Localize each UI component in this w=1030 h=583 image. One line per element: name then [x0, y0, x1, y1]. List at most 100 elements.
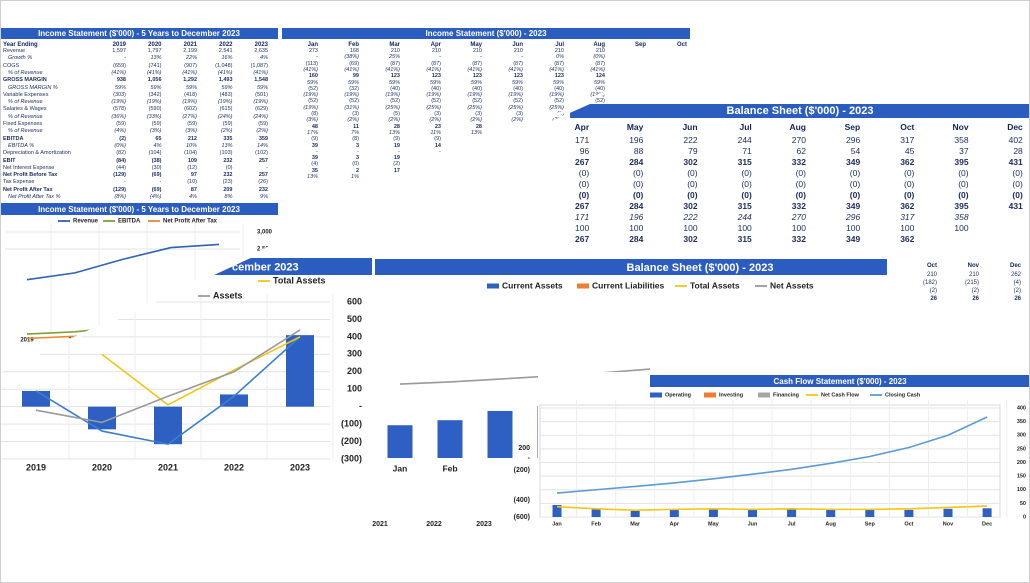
table-cell: 25% — [388, 54, 400, 61]
table-cell: 99 — [352, 73, 359, 80]
table-cell: 210 — [431, 48, 441, 54]
chart-title: cember 2023 — [232, 261, 299, 273]
table-cell: (2) — [1013, 288, 1021, 294]
y-tick-label: 300 — [347, 349, 362, 359]
chart-title: Balance Sheet ($'000) - 2023 — [627, 262, 774, 274]
table-cell: (84) — [116, 157, 126, 164]
table-cell: - — [159, 179, 162, 186]
table-cell: (38%) — [344, 54, 359, 61]
table-cell: 3 — [355, 142, 359, 149]
table-cell: (0%) — [114, 142, 126, 149]
table-cell: (182) — [922, 280, 937, 286]
legend-label: Financing — [773, 392, 799, 398]
table-cell: 210 — [926, 272, 937, 278]
table-cell: 335 — [223, 135, 233, 142]
table-cell: (590) — [148, 106, 162, 113]
table-cell: (30) — [151, 164, 162, 171]
table-cell: 100 — [629, 223, 644, 233]
table-cell: 196 — [629, 135, 644, 145]
table-cell: 317 — [900, 135, 915, 145]
table-cell: (104) — [148, 150, 162, 157]
table-cell: (59) — [151, 121, 162, 127]
table-cell: 1,493 — [218, 77, 233, 84]
table-cell: (2%) — [511, 117, 523, 124]
table-cell: (2%) — [429, 117, 441, 124]
table-cell: (41%) — [253, 69, 268, 76]
table-cell: 13% — [470, 129, 482, 136]
table-cell: 395 — [954, 201, 969, 211]
table-cell: 296 — [846, 135, 861, 145]
table-cell: 13% — [150, 55, 162, 62]
table-cell: (0%) — [593, 54, 605, 61]
row-label: Net Profit Before Tax — [3, 172, 58, 179]
x-tick-label: May — [708, 521, 720, 527]
table-cell: - — [521, 54, 523, 61]
table-cell: 358 — [954, 135, 969, 145]
bar — [865, 509, 875, 517]
table-cell: 362 — [900, 234, 915, 244]
bar — [591, 509, 601, 517]
table-cell: (12) — [187, 164, 197, 171]
y-tick-label: (100) — [341, 418, 362, 428]
table-cell: (0) — [849, 168, 861, 178]
table-cell: 2,199 — [183, 48, 197, 54]
legend-label: Net Profit After Tax — [163, 219, 218, 225]
table-cell: 222 — [683, 212, 698, 222]
table-cell: 317 — [900, 212, 915, 222]
row-label: % of Revenue — [8, 69, 43, 76]
y-tick-label: 300 — [1017, 433, 1026, 439]
bar — [708, 509, 718, 517]
legend-label: Investing — [719, 392, 743, 398]
legend-swatch — [487, 283, 499, 289]
table-cell: (2%) — [347, 117, 359, 124]
table-cell: 359 — [258, 135, 268, 142]
table-cell: 8% — [224, 194, 233, 200]
table-cell: (2) — [929, 288, 937, 294]
y-tick-label: 600 — [347, 296, 362, 306]
legend-label: Total Assets — [690, 280, 740, 290]
table-cell: 1% — [351, 174, 359, 180]
table-cell: (69) — [151, 172, 162, 179]
table-cell: 222 — [683, 135, 698, 145]
table-cell: 257 — [258, 157, 268, 164]
table-cell: (59) — [258, 121, 268, 127]
row-label: % of Revenue — [8, 128, 43, 135]
y-tick-label: - — [359, 401, 362, 411]
y-tick-label: 400 — [1017, 405, 1026, 411]
table-cell: 262 — [1010, 272, 1021, 278]
table-cell: (0) — [578, 179, 590, 189]
bar — [437, 420, 463, 458]
bar — [669, 509, 679, 517]
column-header: Jun — [682, 122, 698, 132]
table-cell: 160 — [308, 73, 318, 80]
table-cell: (2%) — [470, 117, 482, 124]
table-cell: (1,087) — [250, 62, 268, 69]
axis-fragment-label: (200) — [514, 467, 530, 474]
chart-title: Cash Flow Statement ($'000) - 2023 — [773, 377, 907, 386]
legend-swatch — [650, 392, 662, 398]
bar — [154, 407, 182, 445]
table-cell: 100 — [846, 223, 861, 233]
table-cell: 232 — [258, 186, 268, 193]
legend-label: Current Assets — [502, 280, 563, 290]
table-cell: 315 — [737, 201, 752, 211]
table-cell: (129) — [113, 172, 126, 179]
table-cell: (19%) — [111, 99, 126, 106]
y-tick-label: (200) — [341, 436, 362, 446]
table-cell: 54 — [850, 146, 861, 156]
table-cell: 210 — [513, 48, 523, 54]
table-cell: 4% — [153, 142, 162, 149]
table-cell: 100 — [954, 223, 969, 233]
table-cell: - — [316, 54, 318, 61]
table-cell: 100 — [683, 223, 698, 233]
table-cell: 232 — [223, 157, 233, 164]
table-cell: 1,056 — [147, 77, 162, 84]
table-cell: 362 — [900, 201, 915, 211]
row-label: Net Profit After Tax — [3, 186, 53, 193]
column-header: Aug — [789, 122, 806, 132]
y-tick-label: 100 — [347, 384, 362, 394]
table-cell: 210 — [968, 272, 979, 278]
table-cell: 1,548 — [254, 77, 268, 84]
table-cell: (0) — [795, 190, 806, 200]
table-cell: - — [357, 148, 359, 155]
